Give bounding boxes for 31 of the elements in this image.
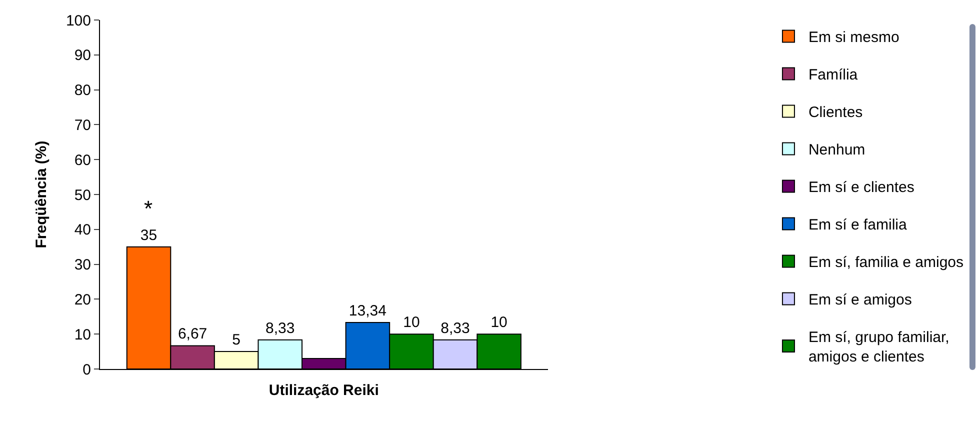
data-label: 8,33 — [440, 320, 470, 337]
data-label: 35 — [140, 226, 158, 244]
y-tick-label: 80 — [74, 82, 91, 100]
y-tick-label: 10 — [74, 326, 91, 344]
x-axis-title: Utilização Reiki — [268, 382, 379, 399]
y-tick-label: 100 — [66, 12, 91, 30]
legend-label: Em sí e clientes — [808, 179, 914, 196]
data-label: 10 — [403, 314, 420, 332]
data-label: 13,34 — [348, 302, 386, 320]
legend-label: Em sí e amigos — [808, 292, 912, 309]
y-tick-label: 90 — [74, 47, 91, 64]
legend-label: Clientes — [808, 104, 863, 122]
legend-label: Em sí, familia e amigos — [808, 254, 964, 272]
legend-label: Família — [808, 66, 858, 84]
data-label: 6,67 — [178, 326, 208, 343]
y-axis-title: Freqüência (%) — [33, 140, 50, 248]
y-tick-label: 40 — [74, 222, 91, 239]
legend-label: Em sí, grupo familiar, amigos e clientes — [808, 329, 950, 366]
y-tick-label: 70 — [74, 116, 91, 134]
data-label: 5 — [232, 332, 241, 349]
legend-label: Em sí e familia — [808, 216, 908, 234]
annotation: * — [144, 196, 153, 221]
legend-label: Em si mesmo — [808, 29, 900, 46]
data-label: 10 — [490, 314, 508, 332]
y-tick-label: 50 — [74, 186, 91, 204]
y-tick-label: 20 — [74, 291, 91, 308]
y-tick-label: 60 — [74, 152, 91, 169]
data-label: 8,33 — [266, 320, 295, 337]
y-tick-label: 30 — [74, 256, 91, 274]
legend-label: Nenhum — [808, 142, 866, 159]
y-tick-label: 0 — [82, 361, 91, 378]
